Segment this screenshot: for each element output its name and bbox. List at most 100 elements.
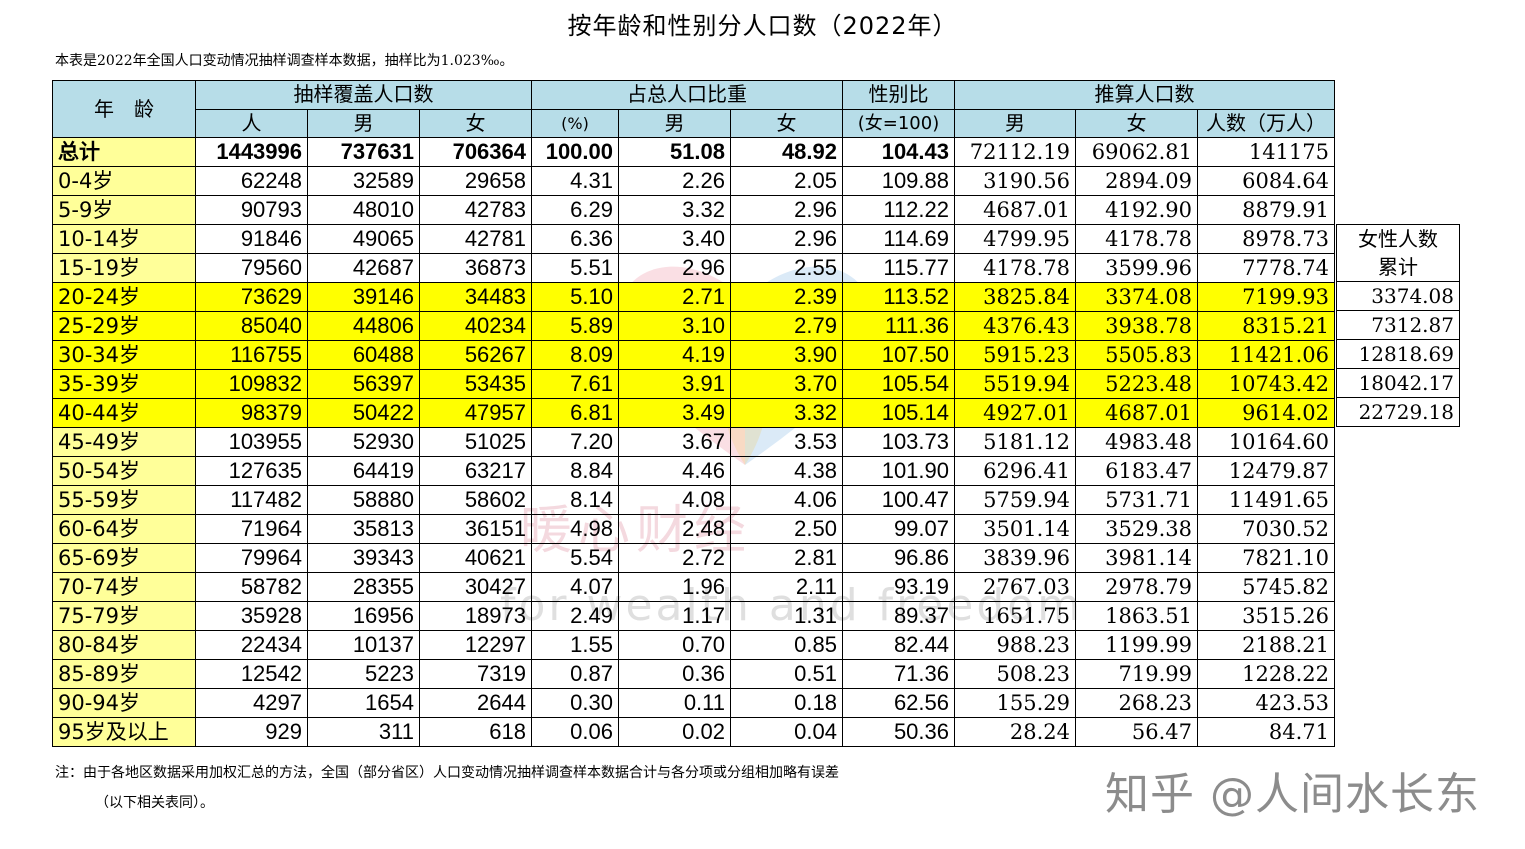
share-m-cell: 3.49: [618, 398, 731, 428]
total-cell: 103955: [195, 427, 308, 457]
est-f-cell: 5731.71: [1075, 485, 1198, 515]
est-t-cell: 423.53: [1197, 688, 1335, 718]
est-t-cell: 11421.06: [1197, 340, 1335, 370]
share-f-cell: 1.31: [730, 601, 843, 631]
table-row: 60-64岁 71964 35813 36151 4.98 2.48 2.50 99.07 35…: [52, 514, 1335, 544]
share-f-cell: 2.50: [730, 514, 843, 544]
male-cell: 32589: [307, 166, 420, 196]
female-cell: 36151: [419, 514, 532, 544]
ratio-cell: 100.47: [842, 485, 955, 515]
pct-cell: 6.36: [531, 224, 619, 254]
age-cell: 45-49岁: [52, 427, 196, 457]
ratio-cell: 101.90: [842, 456, 955, 486]
pct-header: (%): [531, 108, 619, 138]
table-row: 40-44岁 98379 50422 47957 6.81 3.49 3.32 105.14 4…: [52, 398, 1335, 428]
pct-cell: 8.84: [531, 456, 619, 486]
side-table-row: 7312.87: [1336, 310, 1460, 340]
total-cell: 58782: [195, 572, 308, 602]
male-cell: 35813: [307, 514, 420, 544]
est-t-cell: 8315.21: [1197, 311, 1335, 341]
table-row: 55-59岁 117482 58880 58602 8.14 4.08 4.06 100.47…: [52, 485, 1335, 515]
male-cell: 737631: [307, 137, 420, 167]
est-f-cell: 6183.47: [1075, 456, 1198, 486]
est-male-header: 男: [954, 108, 1076, 138]
est-m-cell: 72112.19: [954, 137, 1076, 167]
share-f-cell: 0.51: [730, 659, 843, 689]
share-m-cell: 3.91: [618, 369, 731, 399]
est-f-cell: 69062.81: [1075, 137, 1198, 167]
male-cell: 42687: [307, 253, 420, 283]
age-header: 年 龄: [52, 80, 196, 138]
est-f-cell: 5505.83: [1075, 340, 1198, 370]
total-cell: 85040: [195, 311, 308, 341]
male-cell: 52930: [307, 427, 420, 457]
total-cell: 73629: [195, 282, 308, 312]
est-m-cell: 988.23: [954, 630, 1076, 660]
female-cell: 706364: [419, 137, 532, 167]
pct-cell: 0.87: [531, 659, 619, 689]
age-cell: 5-9岁: [52, 195, 196, 225]
est-total-header: 人数（万人）: [1197, 108, 1335, 138]
est-m-cell: 6296.41: [954, 456, 1076, 486]
est-f-cell: 4687.01: [1075, 398, 1198, 428]
est-t-cell: 6084.64: [1197, 166, 1335, 196]
total-cell: 79560: [195, 253, 308, 283]
pct-cell: 0.30: [531, 688, 619, 718]
people-header: 人: [195, 108, 308, 138]
share-f-cell: 3.32: [730, 398, 843, 428]
pct-cell: 6.81: [531, 398, 619, 428]
table-row: 10-14岁 91846 49065 42781 6.36 3.40 2.96 114.69 4…: [52, 224, 1335, 254]
est-m-cell: 3839.96: [954, 543, 1076, 573]
header-row-1: 年 龄 抽样覆盖人口数 占总人口比重 性别比 推算人口数: [52, 80, 1335, 138]
age-cell: 25-29岁: [52, 311, 196, 341]
share-f-cell: 2.05: [730, 166, 843, 196]
male-cell: 60488: [307, 340, 420, 370]
share-f-cell: 48.92: [730, 137, 843, 167]
side-table-row: 12818.69: [1336, 339, 1460, 369]
share-f-cell: 3.90: [730, 340, 843, 370]
share-f-cell: 4.38: [730, 456, 843, 486]
female-cell: 40234: [419, 311, 532, 341]
ratio-cell: 111.36: [842, 311, 955, 341]
total-cell: 1443996: [195, 137, 308, 167]
est-m-cell: 4687.01: [954, 195, 1076, 225]
est-t-cell: 8879.91: [1197, 195, 1335, 225]
ratio-cell: 114.69: [842, 224, 955, 254]
age-cell: 15-19岁: [52, 253, 196, 283]
est-m-cell: 2767.03: [954, 572, 1076, 602]
share-f-cell: 3.53: [730, 427, 843, 457]
age-cell: 85-89岁: [52, 659, 196, 689]
share-m-cell: 3.32: [618, 195, 731, 225]
male-cell: 10137: [307, 630, 420, 660]
male-cell: 64419: [307, 456, 420, 486]
female-cumulative-header: 女性人数累计: [1336, 224, 1460, 282]
total-cell: 116755: [195, 340, 308, 370]
ratio-cell: 62.56: [842, 688, 955, 718]
female-cell: 34483: [419, 282, 532, 312]
est-t-cell: 7778.74: [1197, 253, 1335, 283]
est-m-cell: 3501.14: [954, 514, 1076, 544]
share-male-header: 男: [618, 108, 731, 138]
est-f-cell: 3981.14: [1075, 543, 1198, 573]
est-t-cell: 7821.10: [1197, 543, 1335, 573]
age-cell: 30-34岁: [52, 340, 196, 370]
table-row: 5-9岁 90793 48010 42783 6.29 3.32 2.96 112.22 468…: [52, 195, 1335, 225]
age-cell: 90-94岁: [52, 688, 196, 718]
age-cell: 80-84岁: [52, 630, 196, 660]
table-row: 30-34岁 116755 60488 56267 8.09 4.19 3.90 107.50…: [52, 340, 1335, 370]
ratio-cell: 96.86: [842, 543, 955, 573]
est-m-cell: 4178.78: [954, 253, 1076, 283]
header-row-2: 人 男 女 (%) 男 女 (女=100) 男 女 人数（万人）: [53, 108, 1335, 138]
est-f-cell: 1863.51: [1075, 601, 1198, 631]
est-m-cell: 5915.23: [954, 340, 1076, 370]
male-cell: 44806: [307, 311, 420, 341]
female-cell: 40621: [419, 543, 532, 573]
footnote-line-1: 注：由于各地区数据采用加权汇总的方法，全国（部分省区）人口变动情况抽样调查样本数…: [55, 765, 839, 781]
est-m-cell: 508.23: [954, 659, 1076, 689]
female-cumulative-cell: 18042.17: [1336, 368, 1460, 398]
est-t-cell: 12479.87: [1197, 456, 1335, 486]
footnote-line-2: （以下相关表同）。: [95, 795, 214, 811]
est-m-cell: 4927.01: [954, 398, 1076, 428]
est-f-cell: 3374.08: [1075, 282, 1198, 312]
share-m-cell: 3.40: [618, 224, 731, 254]
